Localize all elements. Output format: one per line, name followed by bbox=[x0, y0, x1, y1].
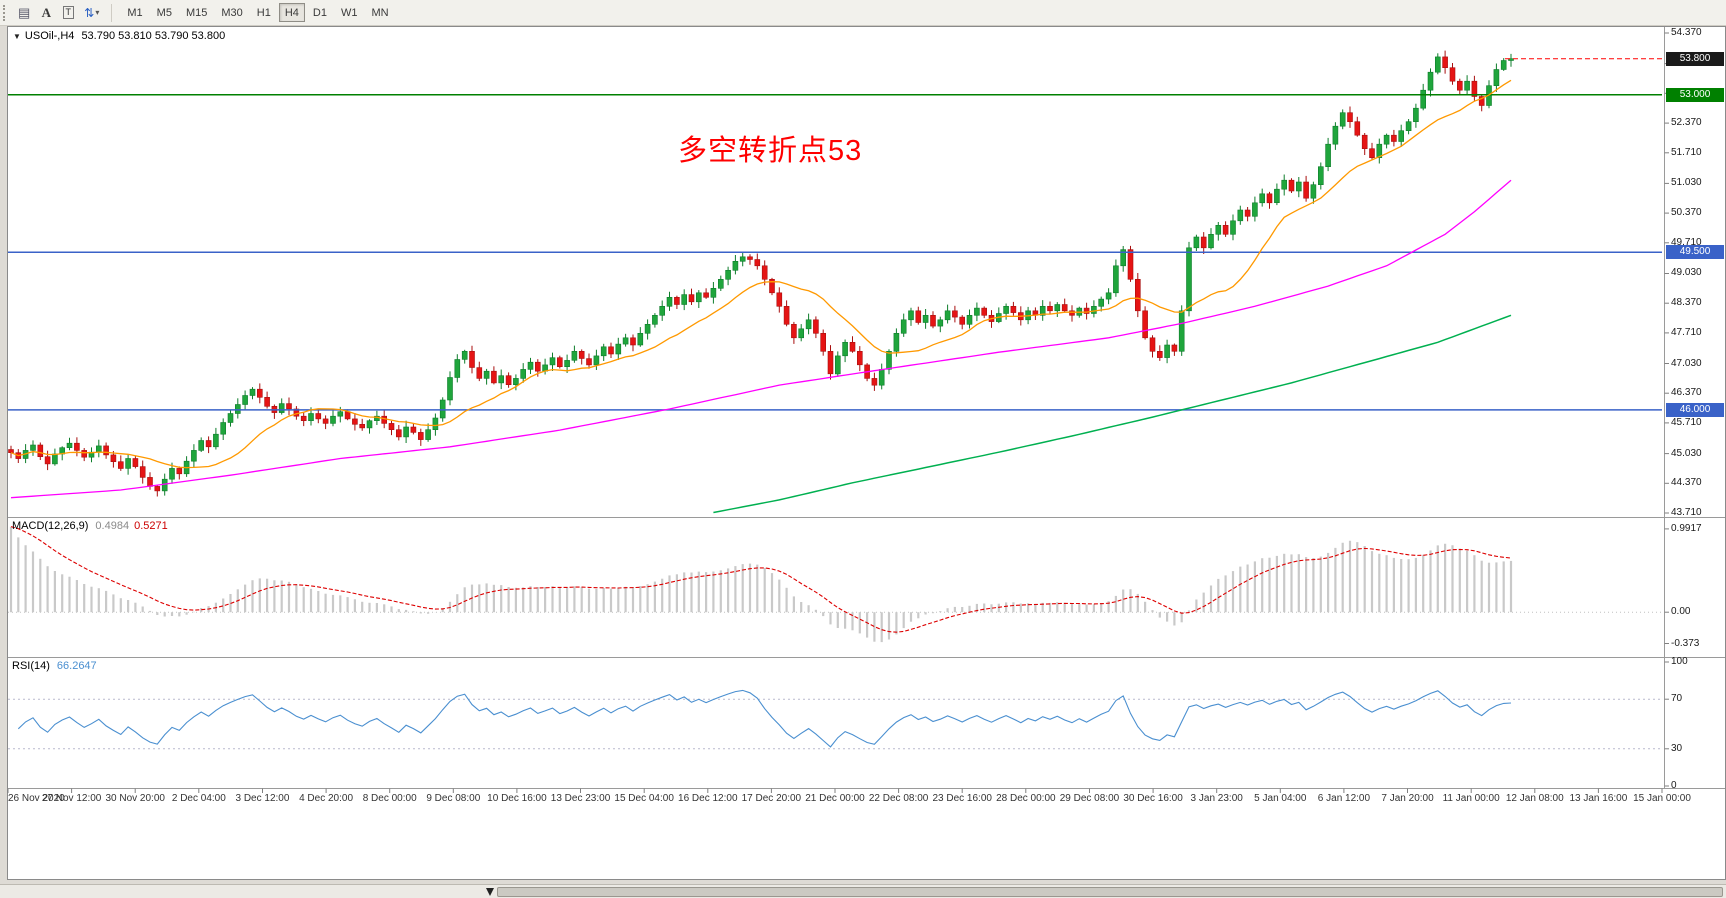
rsi-axis-label: 70 bbox=[1671, 693, 1683, 705]
price-box-53.800: 53.800 bbox=[1666, 51, 1724, 66]
macd-indicator-label: MACD(12,26,9) 0.4984 0.5271 bbox=[12, 520, 168, 532]
price-tick-label: 50.370 bbox=[1671, 207, 1702, 219]
arrows-tool-button[interactable]: ⇅ ▾ bbox=[80, 3, 103, 23]
time-axis-label: 29 Dec 08:00 bbox=[1059, 793, 1120, 804]
time-axis-label: 6 Jan 12:00 bbox=[1317, 793, 1371, 804]
text-tool-icon: T bbox=[62, 6, 75, 19]
caret-down-icon: ▾ bbox=[95, 8, 100, 17]
rsi-value: 66.2647 bbox=[56, 660, 97, 672]
price-tick-label: 43.710 bbox=[1671, 507, 1702, 518]
price-tick-label: 47.710 bbox=[1671, 326, 1702, 338]
time-axis-label: 3 Dec 12:00 bbox=[235, 793, 290, 804]
price-tick-label: 47.030 bbox=[1671, 357, 1702, 369]
chart-title: ▼ USOil-,H4 53.790 53.810 53.790 53.800 bbox=[13, 30, 225, 42]
price-tick-label: 48.370 bbox=[1671, 297, 1702, 309]
macd-axis-label: 0.9917 bbox=[1671, 522, 1702, 534]
time-axis-label: 7 Jan 20:00 bbox=[1381, 793, 1434, 804]
price-tick-label: 52.370 bbox=[1671, 117, 1702, 129]
price-tick-label: 45.710 bbox=[1671, 416, 1702, 428]
timeframe-button-mn[interactable]: MN bbox=[365, 3, 394, 22]
time-axis-label: 22 Dec 08:00 bbox=[868, 793, 929, 804]
toolbar-separator bbox=[111, 3, 113, 22]
annotation-text[interactable]: 多空转折点53 bbox=[678, 135, 863, 167]
scrollbar-marker bbox=[486, 888, 494, 896]
price-box-53.000: 53.000 bbox=[1666, 87, 1724, 102]
time-axis-label: 11 Jan 00:00 bbox=[1442, 793, 1500, 804]
time-axis-label: 17 Dec 20:00 bbox=[741, 793, 802, 804]
price-tick-label: 49.030 bbox=[1671, 267, 1702, 279]
arrows-icon: ⇅ bbox=[84, 5, 95, 20]
timeframe-buttons: M1 M5 M15 M30 H1 H4 D1 W1 MN bbox=[120, 3, 395, 22]
macd-signal-value: 0.5271 bbox=[134, 520, 168, 532]
collapse-chart-icon[interactable]: ▼ bbox=[13, 32, 21, 41]
macd-axis-label: -0.373 bbox=[1671, 637, 1700, 649]
time-axis-label: 21 Dec 00:00 bbox=[805, 793, 865, 804]
time-axis-label: 8 Dec 00:00 bbox=[362, 793, 417, 804]
timeframe-button-h1[interactable]: H1 bbox=[251, 3, 277, 22]
h-scrollbar[interactable] bbox=[0, 884, 1726, 898]
time-axis-label: 28 Dec 00:00 bbox=[996, 793, 1056, 804]
price-tick-label: 51.030 bbox=[1671, 177, 1702, 189]
time-axis-label: 23 Dec 16:00 bbox=[932, 793, 992, 804]
text-tool-button[interactable]: T bbox=[58, 3, 78, 23]
price-tick-label: 49.710 bbox=[1671, 236, 1702, 248]
rsi-name: RSI(14) bbox=[12, 660, 50, 672]
timeframe-button-w1[interactable]: W1 bbox=[335, 3, 364, 22]
timeframe-button-m30[interactable]: M30 bbox=[215, 3, 248, 22]
time-axis-label: 2 Dec 04:00 bbox=[171, 793, 226, 804]
time-axis-label: 4 Dec 20:00 bbox=[299, 793, 354, 804]
time-axis-label: 5 Jan 04:00 bbox=[1254, 793, 1307, 804]
price-tick-label: 54.370 bbox=[1671, 27, 1702, 38]
text-label-button[interactable]: A bbox=[36, 3, 56, 23]
grid-icon: ▤ bbox=[18, 4, 31, 20]
toolbar: ▤ A T ⇅ ▾ M1 M5 M15 M30 H1 H4 D1 W1 MN bbox=[0, 0, 1726, 26]
time-axis-label: 30 Nov 20:00 bbox=[105, 793, 165, 804]
timeframe-button-m1[interactable]: M1 bbox=[121, 3, 148, 22]
chart-window[interactable] bbox=[7, 26, 1726, 880]
time-axis-label: 12 Jan 08:00 bbox=[1505, 793, 1564, 804]
timeframe-button-d1[interactable]: D1 bbox=[307, 3, 333, 22]
grid-tool-button[interactable]: ▤ bbox=[14, 3, 34, 23]
time-axis-label: 3 Jan 23:00 bbox=[1190, 793, 1243, 804]
macd-main-value: 0.4984 bbox=[95, 520, 130, 532]
time-axis-label: 16 Dec 12:00 bbox=[678, 793, 738, 804]
price-box-46.000: 46.000 bbox=[1666, 402, 1724, 417]
time-axis-label: 30 Dec 16:00 bbox=[1123, 793, 1183, 804]
rsi-axis-label: 30 bbox=[1671, 742, 1683, 754]
timeframe-button-m5[interactable]: M5 bbox=[151, 3, 178, 22]
time-axis-label: 15 Dec 04:00 bbox=[614, 793, 674, 804]
time-axis-label: 27 Nov 12:00 bbox=[41, 793, 102, 804]
time-axis-label: 13 Jan 16:00 bbox=[1569, 793, 1628, 804]
price-box-49.500: 49.500 bbox=[1666, 245, 1724, 260]
price-tick-label: 45.030 bbox=[1671, 447, 1702, 459]
rsi-axis-label: 100 bbox=[1671, 656, 1688, 667]
macd-axis-label: 0.00 bbox=[1671, 606, 1691, 618]
price-tick-label: 44.370 bbox=[1671, 477, 1702, 489]
ohlc-values: 53.790 53.810 53.790 53.800 bbox=[81, 30, 226, 42]
toolbar-grip[interactable] bbox=[3, 4, 8, 21]
timeframe-button-m15[interactable]: M15 bbox=[180, 3, 213, 22]
time-axis-label: 10 Dec 16:00 bbox=[487, 793, 547, 804]
rsi-axis-label: 0 bbox=[1671, 780, 1677, 791]
timeframe-button-h4[interactable]: H4 bbox=[278, 3, 305, 22]
price-tick-label: 51.710 bbox=[1671, 146, 1702, 158]
macd-name: MACD(12,26,9) bbox=[12, 520, 89, 532]
scrollbar-thumb[interactable] bbox=[497, 887, 1723, 897]
price-tick-label: 46.370 bbox=[1671, 387, 1702, 399]
time-axis-label: 13 Dec 23:00 bbox=[550, 793, 611, 804]
symbol-period-label: USOil-,H4 bbox=[24, 30, 75, 42]
rsi-indicator-label: RSI(14) 66.2647 bbox=[12, 660, 97, 672]
time-axis-label: 9 Dec 08:00 bbox=[426, 793, 481, 804]
time-axis-label: 15 Jan 00:00 bbox=[1633, 793, 1691, 804]
time-axis-label: 26 Nov 2020 bbox=[8, 793, 65, 804]
